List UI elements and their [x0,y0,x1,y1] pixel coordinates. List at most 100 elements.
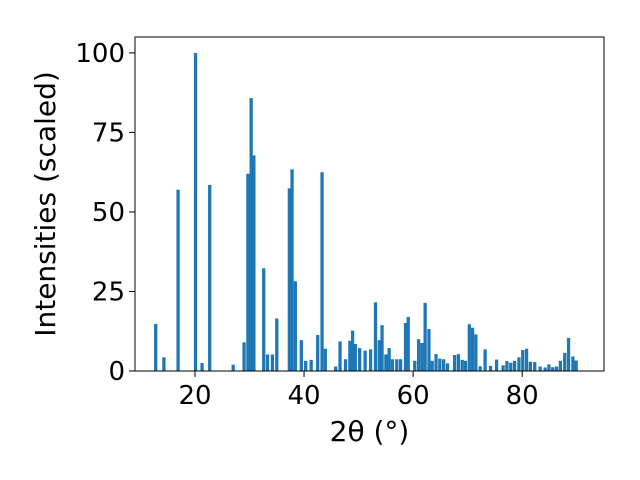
bar [343,359,348,371]
bar [265,354,270,371]
bar [193,52,198,372]
bar [406,316,410,371]
bar [452,355,457,371]
bar [403,322,408,371]
bar [463,360,468,371]
bar [338,341,342,371]
bar [558,360,563,371]
bar [521,350,525,371]
bar [390,359,395,371]
bar [413,360,417,371]
bar [249,98,253,372]
bar [533,362,537,371]
bar [395,359,399,371]
bar [474,334,478,371]
bar [574,360,578,371]
bar [246,173,250,371]
x-tick-label: 80 [506,381,539,411]
y-tick-label: 100 [75,39,125,69]
bar [358,348,362,371]
bar [252,155,256,371]
bar [571,356,575,371]
bar [505,361,509,371]
bar [509,362,513,371]
bar [566,337,571,371]
y-tick-label: 25 [92,277,125,307]
bar [434,354,438,371]
bar [528,361,533,371]
bar [384,354,388,371]
bar [270,354,275,371]
bar [231,364,235,371]
bar [460,359,464,371]
bar [420,343,424,371]
bar [494,359,499,371]
bar [323,348,327,371]
bar [423,302,427,371]
bar [380,325,384,371]
bar [368,349,373,371]
y-tick-label: 0 [108,357,125,387]
x-axis-label: 2θ (°) [330,415,410,448]
y-axis-label: Intensities (scaled) [29,71,62,337]
bar [488,365,493,371]
bar [200,363,204,371]
bar [242,342,246,371]
bar [442,359,446,371]
bar [353,343,357,371]
bar [309,359,313,371]
bar [563,352,567,371]
bar [416,339,421,371]
bar [543,367,547,371]
bar [320,172,324,371]
bar [154,323,158,371]
y-tick-label: 50 [92,198,125,228]
y-tick-label: 75 [92,118,125,148]
bar [524,348,529,371]
bar [512,360,517,371]
bar [398,359,403,371]
bar [299,340,303,371]
bar [456,354,461,371]
bar [501,365,505,371]
bar [551,367,555,371]
bar [430,360,434,371]
bar [554,366,559,371]
bar [483,349,487,371]
bar [547,364,551,371]
bar [363,350,367,371]
x-tick-label: 40 [288,381,321,411]
bar [287,188,291,371]
bars [154,52,578,372]
bar [304,360,308,371]
bar [262,268,266,371]
bar [293,281,297,371]
bar [176,189,180,371]
bar [445,363,450,371]
y-axis-ticks: 0 25 50 75 100 [75,39,135,387]
x-tick-label: 60 [397,381,430,411]
bar [438,358,442,371]
bar [377,340,381,371]
bar [275,318,279,371]
bar [334,366,338,371]
bar [517,357,521,371]
bar [538,366,542,371]
bar [467,324,471,371]
bar [387,348,391,371]
bar [316,335,320,371]
x-axis-ticks: 20 40 60 80 [178,371,539,411]
plot-frame [134,36,605,372]
bar [478,366,482,371]
bar [290,169,294,371]
bar [162,357,166,371]
bar [348,340,352,371]
bar [373,302,378,371]
x-tick-label: 20 [178,381,211,411]
bar [470,327,475,371]
bar [208,184,212,371]
bar [427,329,431,371]
bar [350,330,355,371]
